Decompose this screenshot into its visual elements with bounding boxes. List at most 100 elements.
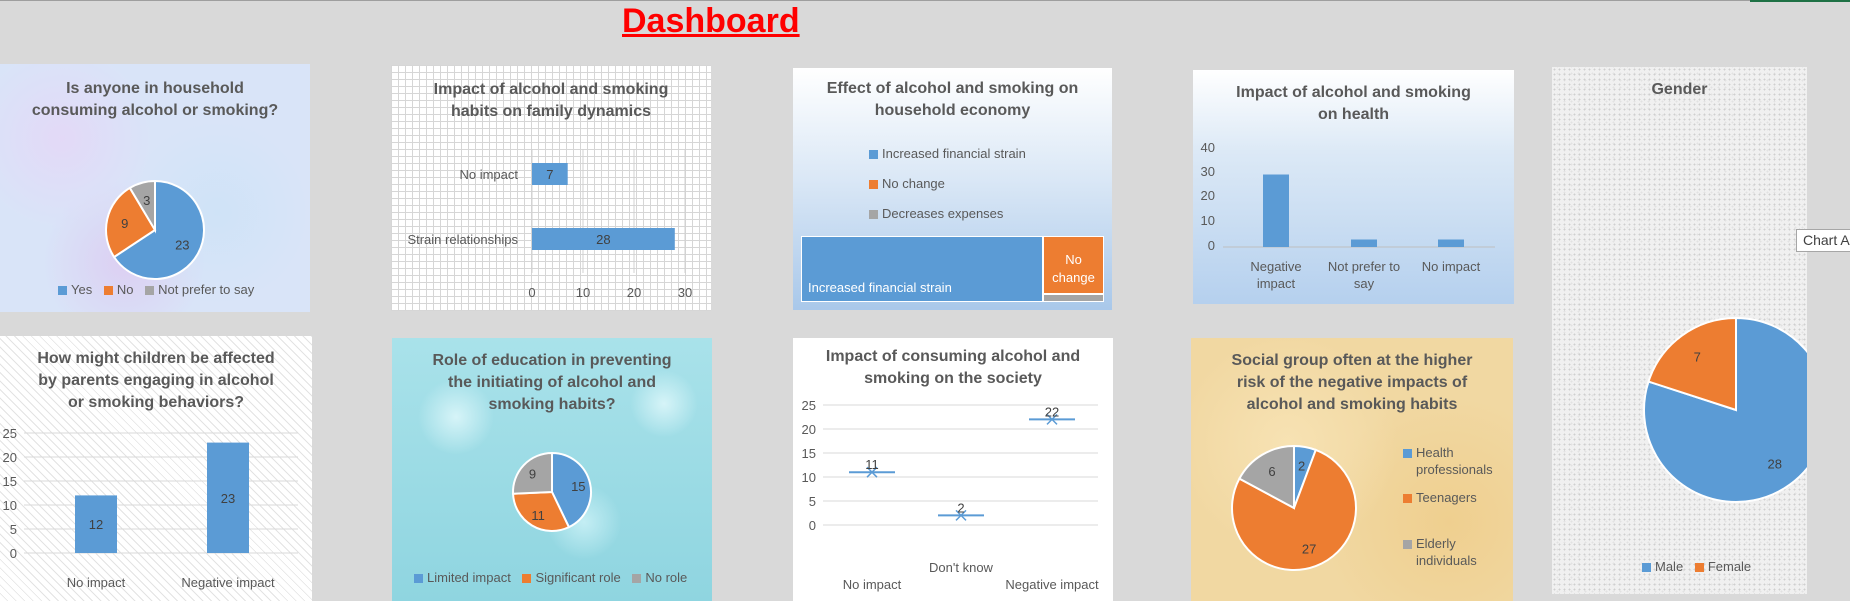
category-label: Negative impact — [1005, 577, 1099, 592]
category-label: impact — [1257, 276, 1296, 291]
chart-title: Effect of alcohol and smoking on househo… — [826, 80, 1079, 119]
chart-children[interactable]: How might children be affected by parent… — [0, 336, 312, 601]
category-label: Strain relationships — [407, 232, 518, 247]
data-point — [955, 509, 967, 521]
bar — [532, 163, 568, 185]
education-slice — [551, 451, 592, 529]
tick-label: 0 — [809, 518, 816, 533]
tick-label: 15 — [802, 446, 816, 461]
tick-label: 20 — [802, 422, 816, 437]
tick-label: 30 — [1201, 164, 1215, 179]
tick-label: 5 — [809, 494, 816, 509]
chart-title: How might children be affected by parent… — [37, 350, 275, 411]
social-group-slice — [1238, 444, 1295, 510]
family-bar-chart: No impact Strain relationships 728 0 10 … — [407, 149, 692, 300]
bar — [532, 228, 675, 250]
bar — [1438, 239, 1464, 247]
data-label: 22 — [1045, 404, 1059, 419]
social-group-data-label: 6 — [1268, 464, 1275, 479]
top-border — [0, 0, 1850, 1]
chart-health[interactable]: Impact of alcohol and smoking on health … — [1193, 70, 1514, 304]
education-pie: 15 11 9 — [511, 451, 592, 532]
tick-label: 40 — [1201, 140, 1215, 155]
chart-society[interactable]: Impact of consuming alcohol and smoking … — [793, 338, 1113, 601]
household-data-label: 9 — [121, 216, 128, 231]
tick-label: 10 — [802, 470, 816, 485]
chart-social-group[interactable]: Social group often at the higher risk of… — [1191, 338, 1513, 601]
social-group-pie: 2 27 6 — [1231, 444, 1357, 571]
data-label: 28 — [596, 232, 610, 247]
chart-education[interactable]: Role of education in preventing the init… — [392, 338, 712, 601]
category-label: Negative impact — [181, 575, 275, 590]
chart-title: Role of education in preventing the init… — [432, 352, 672, 413]
chart-legend: Yes No Not prefer to say — [58, 282, 262, 297]
tick-label: 20 — [627, 285, 641, 300]
children-column-chart: 25 20 15 10 5 0 12 23 No impact Negative … — [3, 426, 298, 590]
treemap-tile-nochange: No change — [1043, 236, 1104, 294]
education-data-label: 11 — [531, 508, 545, 523]
tick-label: 30 — [678, 285, 692, 300]
chart-family[interactable]: Impact of alcohol and smoking habits on … — [391, 65, 711, 311]
bar — [1263, 174, 1289, 247]
tick-label: 5 — [10, 522, 17, 537]
category-label: No impact — [67, 575, 126, 590]
household-slice — [128, 179, 156, 234]
tick-label: 15 — [3, 474, 17, 489]
household-slice — [112, 179, 205, 280]
category-label: No impact — [843, 577, 902, 592]
education-slice — [511, 490, 571, 532]
data-label: 7 — [546, 167, 553, 182]
tick-label: 0 — [1208, 238, 1215, 253]
social-group-slice — [1231, 448, 1357, 571]
chart-legend: Increased financial strain No change Dec… — [869, 139, 1026, 229]
data-point — [866, 466, 878, 478]
household-slice — [105, 186, 157, 259]
tick-label: 20 — [1201, 188, 1215, 203]
tick-label: 25 — [3, 426, 17, 441]
gender-data-label: 28 — [1768, 456, 1782, 471]
household-pie: 23 93 — [105, 179, 205, 280]
household-data-label: 23 — [175, 238, 189, 253]
tick-label: 0 — [10, 546, 17, 561]
data-label: 12 — [89, 517, 103, 532]
tick-label: 0 — [528, 285, 535, 300]
data-point — [1046, 413, 1058, 425]
education-data-label: 15 — [571, 479, 585, 494]
tick-label: 10 — [1201, 213, 1215, 228]
tick-label: 10 — [3, 498, 17, 513]
gender-pie: 28 7 — [1643, 316, 1807, 503]
social-group-data-label: 2 — [1298, 459, 1305, 474]
tick-label: 10 — [576, 285, 590, 300]
category-label: Not prefer to — [1328, 259, 1400, 274]
social-group-data-label: 27 — [1302, 541, 1316, 556]
chart-title: Impact of consuming alcohol and smoking … — [825, 348, 1081, 387]
education-slice — [512, 451, 553, 495]
data-label: 11 — [865, 457, 879, 472]
chart-title: Gender — [1651, 81, 1708, 98]
treemap-tile-decreases — [1043, 294, 1104, 302]
data-label: 23 — [221, 491, 235, 506]
bar — [75, 495, 117, 553]
category-label: No impact — [459, 167, 518, 182]
gender-data-label: 7 — [1694, 350, 1701, 365]
tick-label: 20 — [3, 450, 17, 465]
chart-economy[interactable]: Effect of alcohol and smoking on househo… — [793, 68, 1112, 310]
gender-slice — [1643, 316, 1807, 503]
treemap-tile-increased: Increased financial strain — [801, 236, 1043, 302]
chart-gender[interactable]: Gender 28 7 Male Female — [1552, 67, 1807, 594]
category-label: say — [1354, 276, 1375, 291]
chart-household[interactable]: Is anyone in household consuming alcohol… — [0, 64, 310, 312]
active-indicator — [1750, 0, 1850, 2]
category-label: Don't know — [929, 560, 994, 575]
category-label: No impact — [1422, 259, 1481, 274]
category-label: Negative — [1250, 259, 1301, 274]
chart-legend: Health professionals Teenagers Elderly i… — [1403, 444, 1493, 569]
data-label: 2 — [957, 500, 964, 515]
chart-legend: Limited impact Significant role No role — [414, 570, 695, 585]
bar — [207, 442, 249, 553]
page-title: Dashboard — [622, 2, 800, 40]
chart-title: Impact of alcohol and smoking habits on … — [433, 81, 669, 120]
health-column-chart: 40 30 20 10 0 Negative impact Not prefer… — [1201, 140, 1495, 291]
household-data-label: 3 — [143, 193, 150, 208]
